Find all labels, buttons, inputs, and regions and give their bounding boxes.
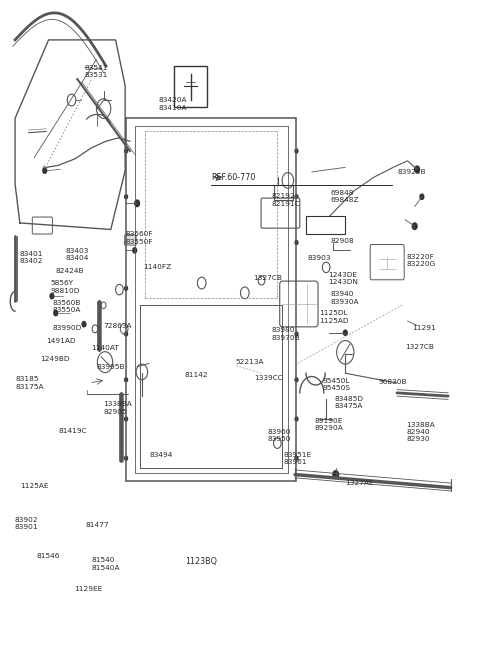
Circle shape [295, 240, 298, 244]
Text: 11291: 11291 [412, 324, 436, 331]
FancyBboxPatch shape [280, 281, 318, 327]
Circle shape [295, 332, 298, 336]
Text: 81419C: 81419C [58, 428, 87, 434]
Text: 5856Y
98810D: 5856Y 98810D [51, 280, 80, 293]
Circle shape [295, 149, 298, 153]
FancyBboxPatch shape [174, 66, 207, 107]
Text: REF.60-770: REF.60-770 [211, 173, 256, 181]
Text: 83420A
83410A: 83420A 83410A [158, 98, 187, 111]
FancyBboxPatch shape [370, 244, 404, 280]
Circle shape [82, 322, 86, 327]
Text: 96830B: 96830B [379, 379, 408, 385]
Text: 81546: 81546 [36, 553, 60, 559]
Text: 1140AT: 1140AT [92, 345, 120, 352]
FancyBboxPatch shape [125, 234, 136, 245]
Circle shape [125, 286, 128, 290]
Text: 83185
83175A: 83185 83175A [15, 377, 44, 390]
Text: 1243DE
1243DN: 1243DE 1243DN [328, 272, 359, 285]
Text: 83401
83402: 83401 83402 [20, 251, 43, 264]
Text: 1491AD: 1491AD [46, 337, 76, 344]
Text: 83560F
83550F: 83560F 83550F [125, 231, 153, 244]
Circle shape [295, 286, 298, 290]
Circle shape [50, 293, 54, 299]
Text: 83220F
83220G: 83220F 83220G [407, 254, 436, 267]
Text: 1140FZ: 1140FZ [143, 264, 171, 270]
Text: 1327CB: 1327CB [405, 344, 434, 350]
Circle shape [43, 168, 47, 174]
Text: 83990D: 83990D [52, 324, 82, 331]
Text: 81540
81540A: 81540 81540A [92, 557, 120, 571]
Text: 83995B: 83995B [96, 364, 125, 369]
Text: 1125DL
1125AD: 1125DL 1125AD [319, 310, 348, 324]
FancyBboxPatch shape [306, 215, 345, 234]
Text: 83960
83950: 83960 83950 [267, 429, 291, 442]
Circle shape [125, 195, 128, 198]
Text: 83541
83531: 83541 83531 [84, 65, 108, 78]
Text: 1339CC: 1339CC [254, 375, 283, 381]
Text: 83951E
83961: 83951E 83961 [283, 451, 311, 465]
Text: 83560B
83550A: 83560B 83550A [52, 300, 81, 313]
Circle shape [420, 194, 424, 199]
Text: 83902
83901: 83902 83901 [14, 517, 38, 530]
Circle shape [295, 195, 298, 198]
Text: 81477: 81477 [86, 522, 109, 528]
Text: 82192
82191C: 82192 82191C [271, 193, 300, 207]
Circle shape [133, 248, 137, 253]
Circle shape [295, 378, 298, 382]
Text: 83940
83930A: 83940 83930A [331, 291, 360, 305]
Text: 95450L
95450S: 95450L 95450S [323, 378, 350, 391]
Text: 1327AE: 1327AE [345, 480, 374, 486]
Text: 1129EE: 1129EE [74, 586, 102, 592]
Circle shape [415, 166, 420, 173]
Text: 1338BA
82905: 1338BA 82905 [104, 402, 132, 415]
Circle shape [135, 200, 140, 206]
Text: 72863A: 72863A [104, 323, 132, 329]
Text: 1327CB: 1327CB [253, 276, 282, 282]
Text: 83403
83404: 83403 83404 [65, 248, 89, 261]
Text: 1249BD: 1249BD [40, 356, 70, 362]
Circle shape [125, 457, 128, 460]
Text: 1125AE: 1125AE [20, 483, 48, 489]
Circle shape [343, 330, 347, 335]
Text: 82424B: 82424B [56, 268, 84, 274]
Text: 83485D
83475A: 83485D 83475A [335, 396, 364, 409]
Text: 83903: 83903 [307, 255, 331, 261]
Text: 69848
69848Z: 69848 69848Z [331, 190, 360, 204]
Circle shape [412, 223, 417, 229]
Circle shape [125, 240, 128, 244]
Text: 83925B: 83925B [398, 169, 426, 175]
Text: 81142: 81142 [185, 372, 209, 378]
FancyBboxPatch shape [261, 198, 300, 228]
Circle shape [125, 417, 128, 421]
Circle shape [295, 457, 298, 460]
Circle shape [125, 378, 128, 382]
FancyBboxPatch shape [32, 217, 52, 234]
Text: 82908: 82908 [331, 238, 355, 244]
Text: 89190E
89290A: 89190E 89290A [314, 418, 343, 431]
Circle shape [125, 149, 128, 153]
Text: 83494: 83494 [149, 452, 172, 458]
Text: 1338BA
82940
82930: 1338BA 82940 82930 [407, 422, 435, 442]
Text: 52213A: 52213A [235, 359, 264, 365]
Text: 83980
83970B: 83980 83970B [271, 328, 300, 341]
Circle shape [295, 417, 298, 421]
Circle shape [125, 332, 128, 336]
Circle shape [333, 471, 338, 479]
Text: 1123BQ: 1123BQ [185, 557, 217, 566]
Circle shape [54, 310, 58, 316]
